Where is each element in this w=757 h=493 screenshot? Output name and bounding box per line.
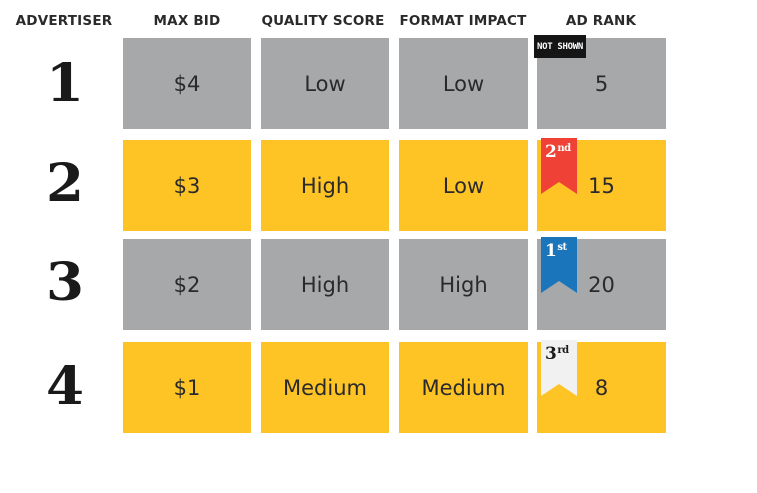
- advertiser-number: 1: [46, 53, 84, 114]
- format-impact-cell: Medium: [399, 342, 528, 433]
- advertiser-number: 3: [46, 252, 84, 313]
- header-format-impact: FORMAT IMPACT: [399, 13, 527, 29]
- second-place-ribbon-icon: 2nd: [541, 138, 577, 194]
- header-ad-rank: AD RANK: [565, 13, 637, 29]
- quality-score-value: High: [300, 173, 350, 198]
- quality-score-value: Low: [304, 71, 346, 96]
- third-place-ribbon-icon: 3rd: [541, 340, 577, 396]
- ad-rank-value: 15: [588, 173, 615, 198]
- format-impact-cell: Low: [399, 140, 528, 231]
- max-bid-cell: $4: [123, 38, 251, 129]
- ad-rank-value: 5: [594, 71, 609, 96]
- ribbon-label: 1st: [545, 241, 567, 261]
- quality-score-cell: Medium: [261, 342, 389, 433]
- max-bid-value: $4: [173, 71, 201, 96]
- advertiser-number: 4: [46, 356, 84, 417]
- first-place-ribbon-icon: 1st: [541, 237, 577, 293]
- quality-score-cell: Low: [261, 38, 389, 129]
- format-impact-cell: Low: [399, 38, 528, 129]
- format-impact-cell: High: [399, 239, 528, 330]
- ad-rank-value: 8: [594, 375, 609, 400]
- format-impact-value: Low: [442, 71, 485, 96]
- max-bid-value: $2: [173, 272, 201, 297]
- quality-score-cell: High: [261, 239, 389, 330]
- format-impact-value: Medium: [421, 375, 506, 400]
- max-bid-value: $1: [173, 375, 201, 400]
- max-bid-value: $3: [173, 173, 201, 198]
- max-bid-cell: $2: [123, 239, 251, 330]
- max-bid-cell: $3: [123, 140, 251, 231]
- not-shown-badge: NOT SHOWN: [534, 35, 586, 58]
- advertiser-number: 2: [46, 153, 84, 214]
- ribbon-shape: [541, 340, 577, 396]
- header-advertiser: ADVERTISER: [15, 13, 113, 29]
- header-max-bid: MAX BID: [153, 13, 221, 29]
- quality-score-value: Medium: [283, 375, 367, 400]
- format-impact-value: High: [439, 272, 488, 297]
- ribbon-label: 2nd: [545, 142, 571, 162]
- ribbon-shape: [541, 237, 577, 293]
- max-bid-cell: $1: [123, 342, 251, 433]
- ad-rank-value: 20: [588, 272, 615, 297]
- quality-score-value: High: [300, 272, 350, 297]
- quality-score-cell: High: [261, 140, 389, 231]
- ribbon-shape: [541, 138, 577, 194]
- format-impact-value: Low: [442, 173, 485, 198]
- header-quality-score: QUALITY SCORE: [261, 13, 385, 29]
- ribbon-label: 3rd: [545, 344, 569, 364]
